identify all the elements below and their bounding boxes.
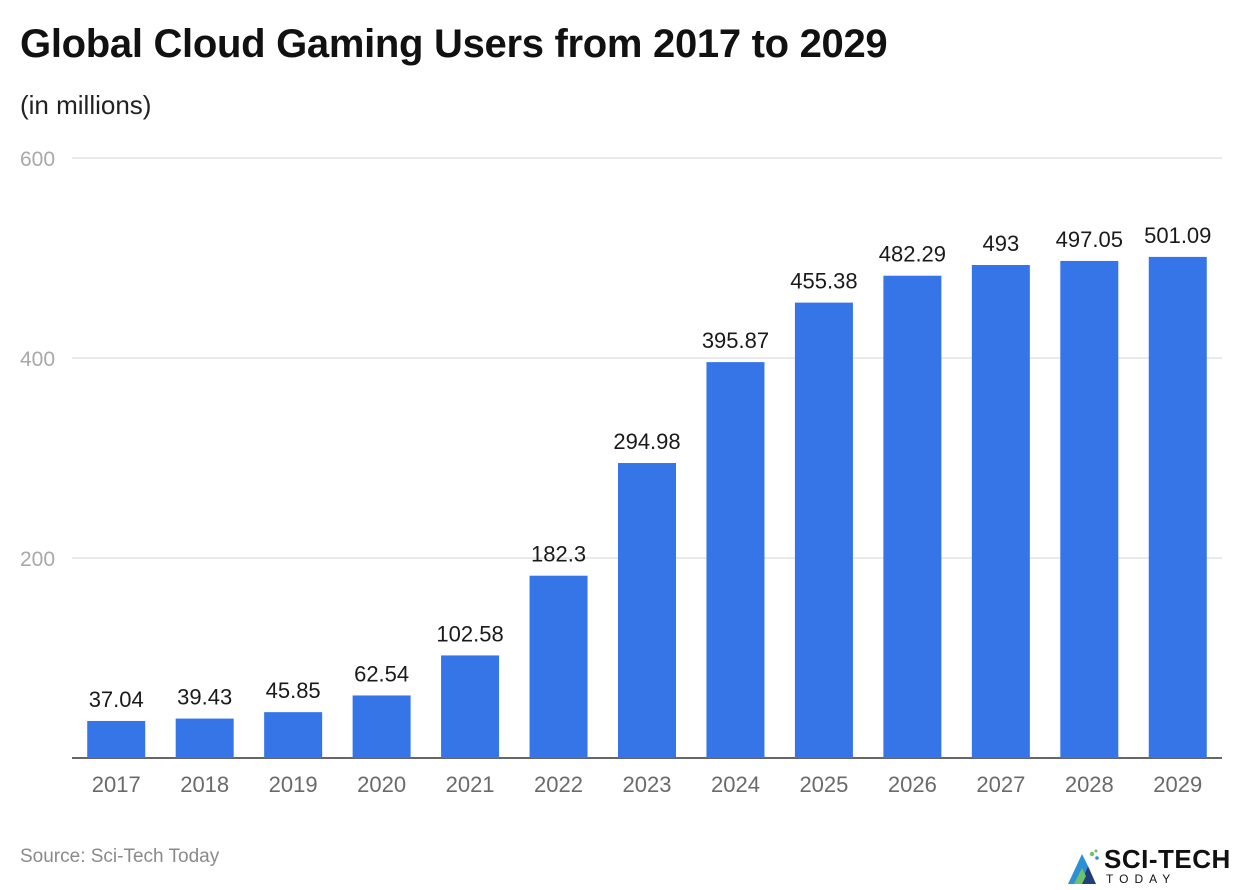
x-tick-label: 2027 xyxy=(976,772,1025,797)
x-tick-label: 2017 xyxy=(92,772,141,797)
bar xyxy=(794,302,853,758)
data-label: 395.87 xyxy=(702,328,769,353)
x-tick-label: 2020 xyxy=(357,772,406,797)
data-label: 45.85 xyxy=(266,678,321,703)
grid-layer: 200 400 600 xyxy=(20,148,1222,759)
data-label: 62.54 xyxy=(354,661,409,686)
logo-mark-icon xyxy=(1068,849,1099,884)
bar xyxy=(441,655,500,758)
bar-chart: 200 400 600 37.04 2017 39.43 2018 45.85 2019 62.… xyxy=(20,148,1222,797)
label-layer: 37.04 2017 39.43 2018 45.85 2019 62.54 2020 102.… xyxy=(89,223,1212,797)
bar xyxy=(883,275,942,758)
bar xyxy=(618,463,676,758)
data-label: 294.98 xyxy=(613,429,680,454)
chart-title: Global Cloud Gaming Users from 2017 to 2… xyxy=(20,22,888,66)
data-label: 182.3 xyxy=(531,542,586,567)
data-label: 497.05 xyxy=(1056,227,1123,252)
data-label: 37.04 xyxy=(89,687,144,712)
data-label: 501.09 xyxy=(1144,223,1211,248)
data-label: 39.43 xyxy=(177,685,232,710)
x-tick-label: 2018 xyxy=(180,772,229,797)
y-tick-label: 200 xyxy=(20,548,55,571)
bar xyxy=(264,712,323,758)
y-tick-label: 600 xyxy=(20,148,55,171)
x-tick-label: 2021 xyxy=(446,772,495,797)
sci-tech-today-logo: SCI-TECH TODAY xyxy=(1066,842,1240,888)
bar xyxy=(1148,256,1207,758)
logo-tagline: TODAY xyxy=(1106,872,1177,886)
x-tick-label: 2029 xyxy=(1153,772,1202,797)
logo-name: SCI-TECH xyxy=(1104,844,1231,874)
bar xyxy=(529,575,588,758)
x-tick-label: 2019 xyxy=(269,772,318,797)
x-tick-label: 2022 xyxy=(534,772,583,797)
data-label: 102.58 xyxy=(436,621,503,646)
bar xyxy=(1060,260,1119,758)
chart-subtitle: (in millions) xyxy=(20,90,152,120)
bar xyxy=(87,720,146,758)
source-note: Source: Sci-Tech Today xyxy=(20,846,220,867)
bar xyxy=(706,362,765,758)
data-label: 455.38 xyxy=(790,269,857,294)
x-tick-label: 2028 xyxy=(1065,772,1114,797)
x-tick-label: 2026 xyxy=(888,772,937,797)
x-tick-label: 2024 xyxy=(711,772,760,797)
bar xyxy=(175,718,234,758)
bar xyxy=(971,265,1030,758)
data-label: 482.29 xyxy=(879,242,946,267)
data-label: 493 xyxy=(982,231,1019,256)
y-tick-label: 400 xyxy=(20,348,55,371)
bar-layer xyxy=(87,256,1207,758)
bar xyxy=(352,695,411,758)
x-tick-label: 2025 xyxy=(799,772,848,797)
x-tick-label: 2023 xyxy=(623,772,672,797)
